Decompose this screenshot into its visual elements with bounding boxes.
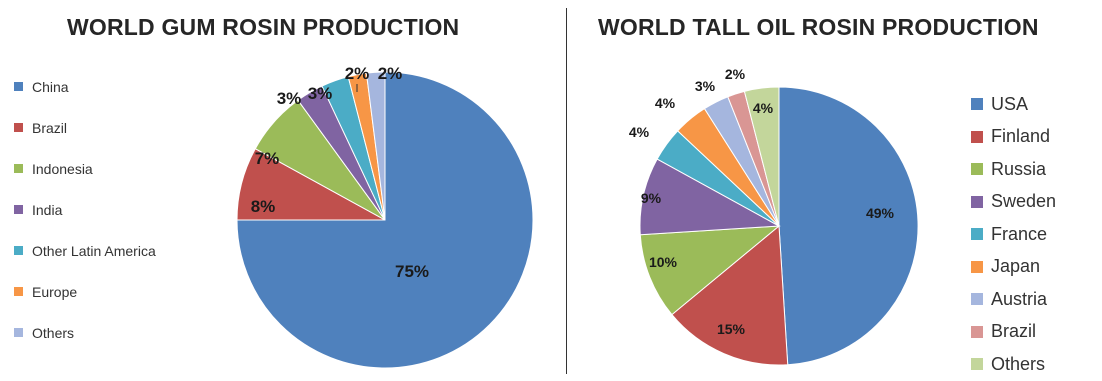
legend-label: Others — [991, 353, 1046, 374]
legend-swatch — [971, 293, 983, 306]
legend-label: Russia — [991, 158, 1047, 179]
pie-chart: 49% 15% 10% 9% 4% 4% 3% 2% 4% — [629, 66, 919, 366]
legend-swatch — [14, 82, 23, 91]
chart-legend: China Brazil Indonesia India Other Latin Ame… — [14, 66, 156, 353]
legend-swatch — [971, 195, 983, 208]
legend-item-indonesia: Indonesia — [14, 148, 156, 189]
legend-label: Brazil — [32, 119, 68, 136]
legend-item-sweden: Sweden — [971, 186, 1056, 219]
data-label-france: 4% — [629, 124, 650, 140]
data-label-brazil: 8% — [251, 197, 276, 216]
legend-swatch — [14, 246, 23, 255]
data-label-indonesia: 7% — [255, 149, 280, 168]
legend-item-austria: Austria — [971, 283, 1056, 316]
legend-item-france: France — [971, 218, 1056, 251]
data-label-brazil: 2% — [725, 66, 746, 82]
pie-slice-russia — [639, 225, 781, 316]
legend-item-usa: USA — [971, 88, 1056, 121]
data-label-other-latin-america: 3% — [308, 84, 333, 103]
legend-label: France — [991, 223, 1048, 244]
legend-label: India — [32, 201, 63, 218]
legend-swatch — [14, 123, 23, 132]
data-label-china: 75% — [395, 262, 429, 281]
legend-item-others: Others — [971, 348, 1056, 381]
pie-slice-others — [365, 71, 386, 221]
legend-label: China — [32, 78, 69, 95]
legend-label: Brazil — [991, 321, 1037, 342]
legend-swatch — [971, 228, 983, 241]
legend-item-japan: Japan — [971, 251, 1056, 284]
legend-label: Other Latin America — [32, 242, 156, 259]
legend-label: USA — [991, 93, 1029, 114]
pie-chart: 75% 8% 7% 3% 3% 2% 2% — [236, 64, 534, 369]
legend-label: Europe — [32, 283, 78, 300]
data-label-usa: 49% — [866, 205, 895, 221]
legend-swatch — [971, 163, 983, 176]
legend-swatch — [971, 325, 983, 338]
legend-swatch — [14, 287, 23, 296]
pie-slice-usa — [778, 86, 919, 366]
legend-label: Japan — [991, 256, 1041, 277]
pie-slice-finland — [671, 224, 789, 366]
legend-item-russia: Russia — [971, 153, 1056, 186]
data-label-others: 4% — [753, 100, 774, 116]
legend-swatch — [971, 98, 983, 111]
legend-label: Sweden — [991, 191, 1057, 212]
legend-item-china: China — [14, 66, 156, 107]
pie-slice-others — [743, 86, 780, 227]
legend-item-others: Others — [14, 312, 156, 353]
legend-item-brazil: Brazil — [971, 316, 1056, 349]
legend-swatch — [971, 358, 983, 371]
data-label-india: 3% — [277, 89, 302, 108]
legend-item-brazil: Brazil — [14, 107, 156, 148]
legend-label: Indonesia — [32, 160, 93, 177]
legend-item-europe: Europe — [14, 271, 156, 312]
legend-label: Austria — [991, 288, 1048, 309]
legend-swatch — [14, 164, 23, 173]
chart-divider — [566, 8, 567, 374]
gum-rosin-chart: WORLD GUM ROSIN PRODUCTION China Brazil In… — [14, 14, 534, 369]
legend-label: Finland — [991, 126, 1051, 147]
legend-label: Others — [32, 324, 75, 341]
legend-swatch — [14, 328, 23, 337]
data-label-finland: 15% — [717, 321, 746, 337]
pie-slice-sweden — [639, 158, 781, 236]
data-label-austria: 3% — [695, 78, 716, 94]
chart-title: WORLD TALL OIL ROSIN PRODUCTION — [598, 14, 1039, 40]
tall-oil-rosin-chart: WORLD TALL OIL ROSIN PRODUCTION USA Finla… — [568, 0, 1102, 381]
chart-legend: USA Finland Russia Sweden France Japan Austria… — [971, 88, 1056, 381]
data-label-sweden: 9% — [641, 190, 662, 206]
legend-item-india: India — [14, 189, 156, 230]
legend-item-finland: Finland — [971, 121, 1056, 154]
legend-swatch — [14, 205, 23, 214]
data-label-others: 2% — [378, 64, 403, 83]
chart-title: WORLD GUM ROSIN PRODUCTION — [67, 14, 460, 40]
data-label-europe: 2% — [345, 64, 370, 83]
legend-swatch — [971, 260, 983, 273]
data-label-russia: 10% — [649, 254, 678, 270]
legend-item-other-latin-america: Other Latin America — [14, 230, 156, 271]
data-label-japan: 4% — [655, 95, 676, 111]
legend-swatch — [971, 130, 983, 143]
